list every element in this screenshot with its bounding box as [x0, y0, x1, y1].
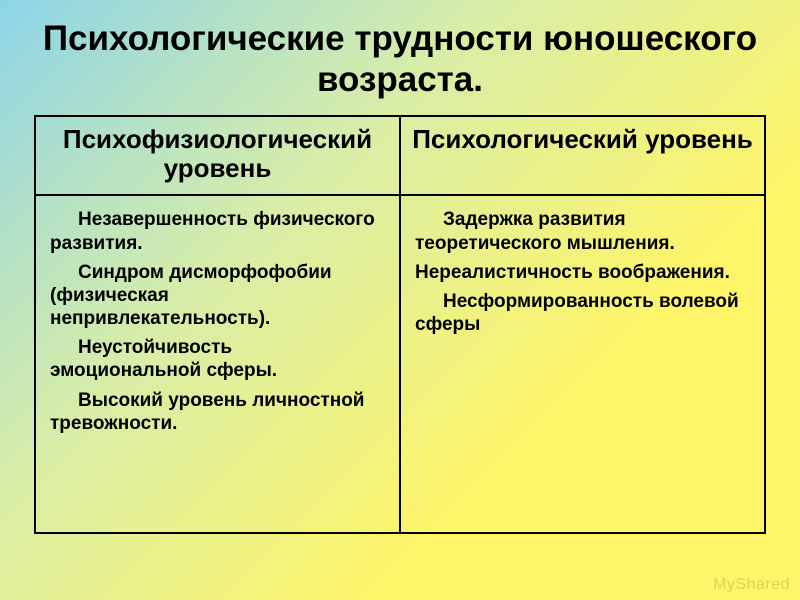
cell-left: Незавершенность физического развития. Си…	[35, 195, 400, 533]
slide-title: Психологические трудности юношеского воз…	[34, 18, 766, 101]
col-header-right: Психологический уровень	[400, 116, 765, 196]
watermark: MyShared	[713, 576, 790, 594]
left-item: Неустойчивость эмоциональной сферы.	[50, 336, 385, 382]
table-body-row: Незавершенность физического развития. Си…	[35, 195, 765, 533]
cell-right: Задержка развития теоретического мышлени…	[400, 195, 765, 533]
right-item: Несформированность волевой сферы	[415, 290, 750, 336]
col-header-left: Психофизиологический уровень	[35, 116, 400, 196]
right-item: Задержка развития теоретического мышлени…	[415, 208, 750, 254]
content-table: Психофизиологический уровень Психологиче…	[34, 115, 766, 535]
left-item: Незавершенность физического развития.	[50, 208, 385, 254]
table-header-row: Психофизиологический уровень Психологиче…	[35, 116, 765, 196]
left-item: Синдром дисморфофобии (физическая неприв…	[50, 261, 385, 331]
slide: Психологические трудности юношеского воз…	[0, 0, 800, 600]
right-item: Нереалистичность воображения.	[415, 261, 750, 284]
left-item: Высокий уровень личностной тревожности.	[50, 389, 385, 435]
